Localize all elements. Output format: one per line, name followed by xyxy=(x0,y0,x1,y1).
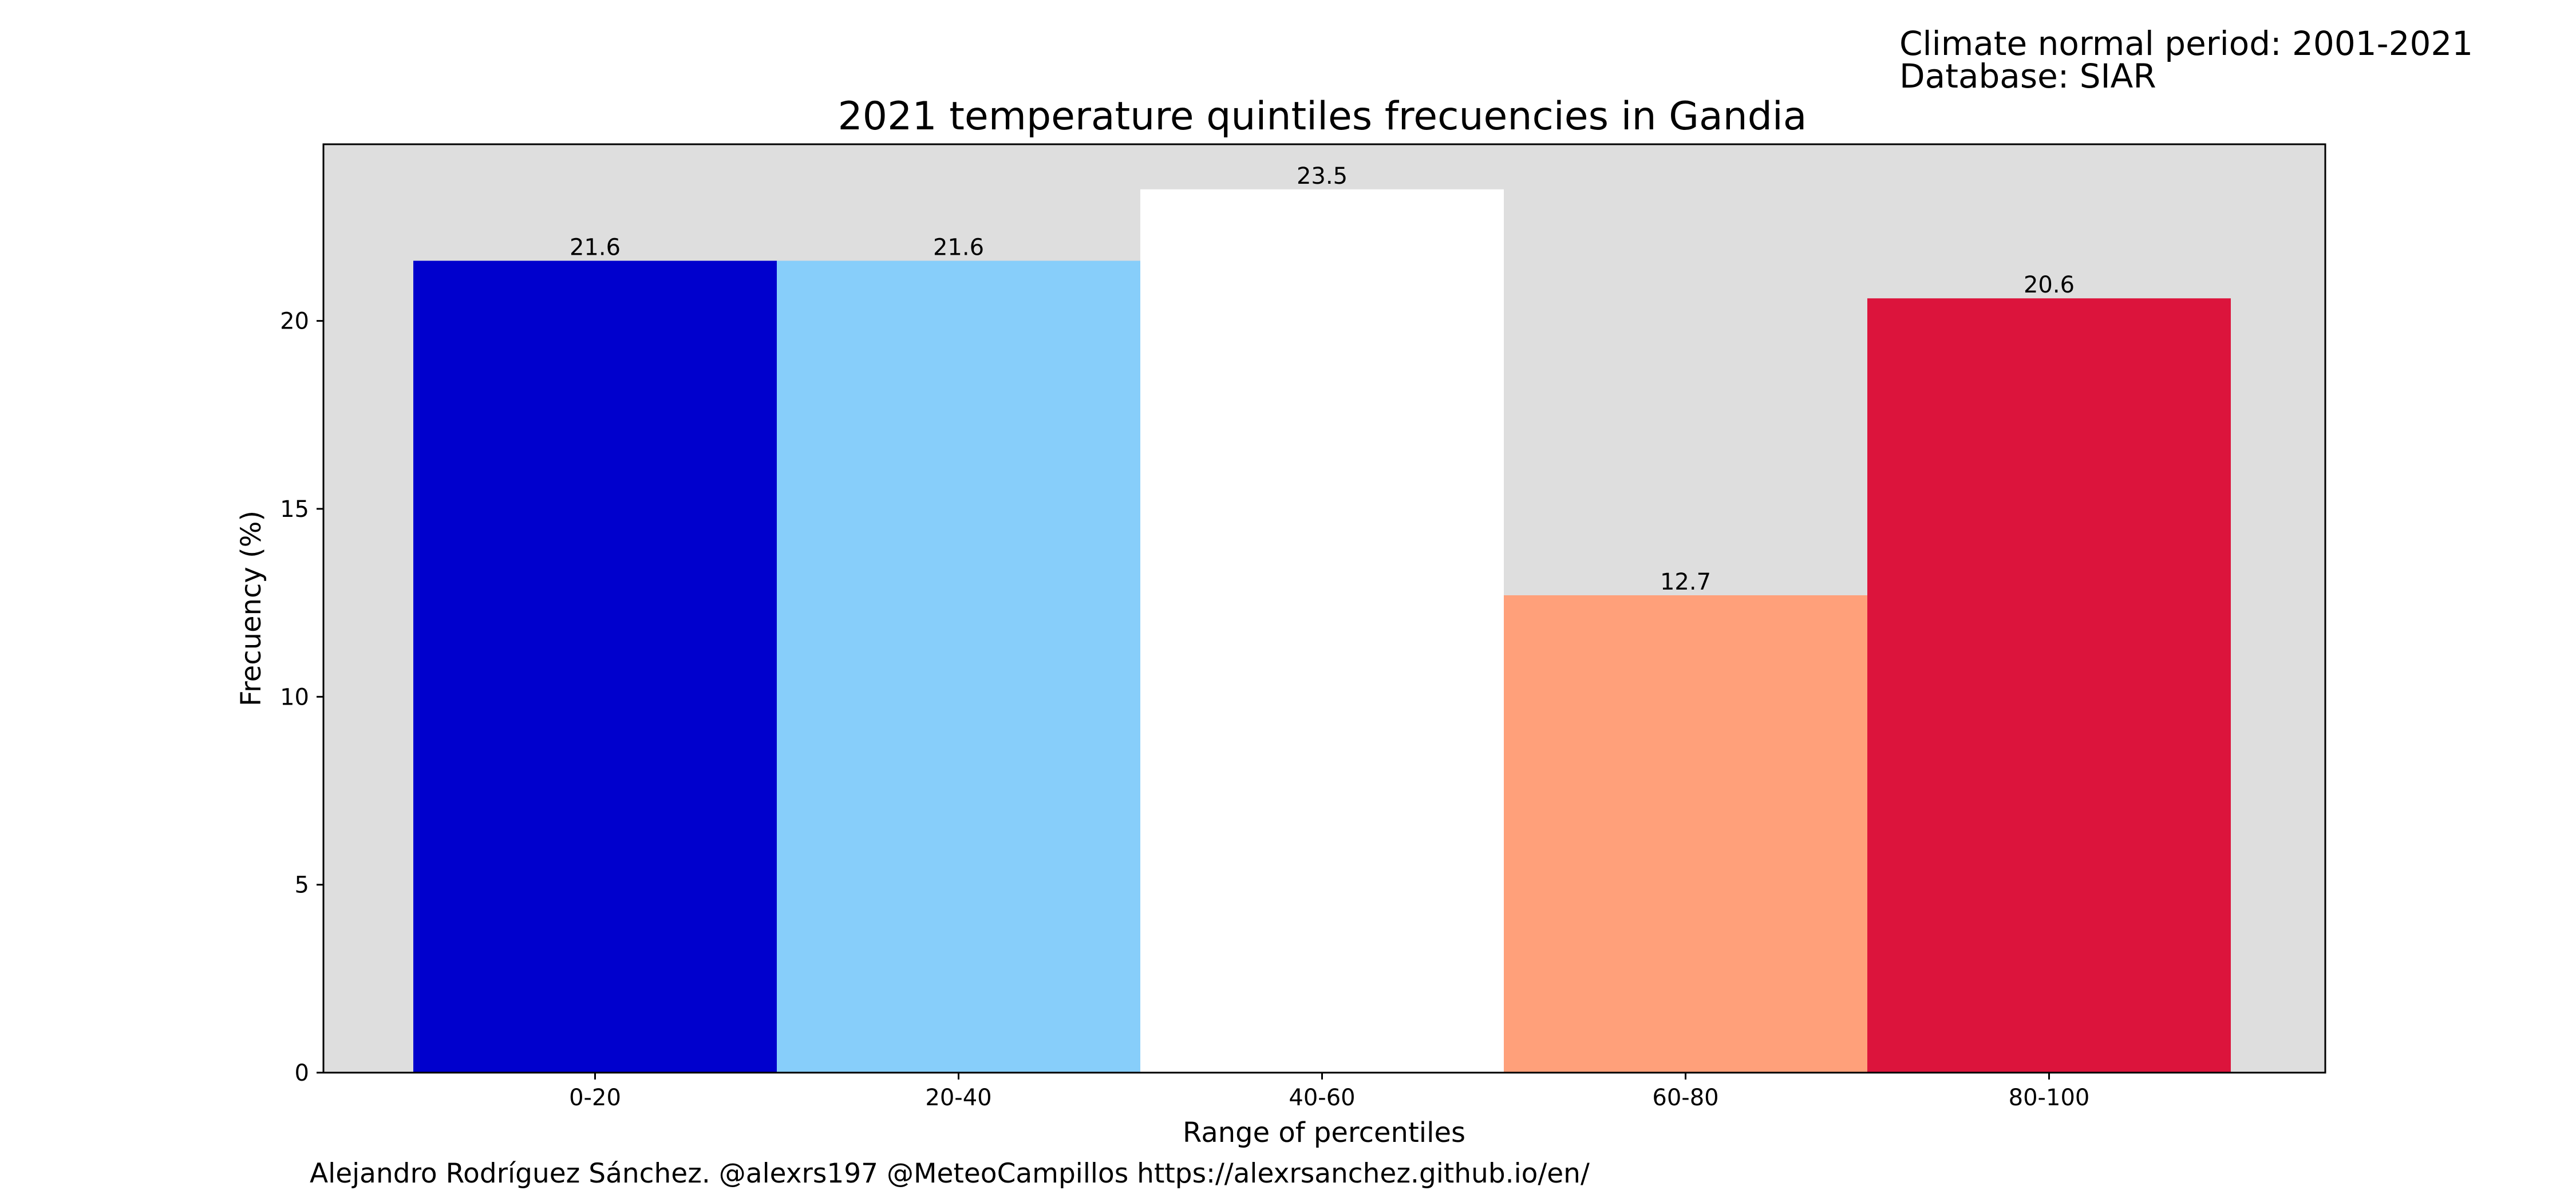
bar-value-label: 20.6 xyxy=(2024,272,2075,298)
y-tick-label: 5 xyxy=(295,872,309,899)
bar-value-label: 21.6 xyxy=(933,235,984,261)
database-text: Database: SIAR xyxy=(1899,57,2156,96)
y-tick-label: 15 xyxy=(280,496,309,523)
x-axis-label: Range of percentiles xyxy=(1183,1117,1465,1149)
climate-period-text: Climate normal period: 2001-2021 xyxy=(1899,24,2473,63)
y-tick-label: 0 xyxy=(295,1060,309,1086)
bar-60-80 xyxy=(1504,595,1867,1073)
x-tick-label: 0-20 xyxy=(569,1085,621,1111)
bar-80-100 xyxy=(1867,298,2231,1073)
x-axis: 0-20 20-40 40-60 60-80 80-100 xyxy=(569,1073,2089,1111)
x-tick-label: 80-100 xyxy=(2009,1085,2090,1111)
y-axis: 0 5 10 15 20 xyxy=(280,309,323,1086)
bars-group xyxy=(413,189,2231,1073)
bar-value-label: 23.5 xyxy=(1297,163,1348,189)
x-tick-label: 40-60 xyxy=(1289,1085,1355,1111)
bar-40-60 xyxy=(1140,189,1504,1073)
bar-value-label: 21.6 xyxy=(570,235,621,261)
y-tick-label: 10 xyxy=(280,684,309,710)
plot-frame xyxy=(322,143,2326,1074)
bar-20-40 xyxy=(777,260,1140,1073)
chart-title: 2021 temperature quintiles frecuencies i… xyxy=(838,94,1807,139)
credits-text: Alejandro Rodríguez Sánchez. @alexrs197 … xyxy=(310,1158,1590,1189)
y-tick-label: 20 xyxy=(280,309,309,335)
x-tick-label: 20-40 xyxy=(925,1085,991,1111)
x-tick-label: 60-80 xyxy=(1652,1085,1718,1111)
bar-0-20 xyxy=(413,260,777,1073)
y-axis-label: Frecuency (%) xyxy=(235,511,267,706)
bar-labels-group: 21.6 21.6 23.5 12.7 20.6 xyxy=(570,163,2075,595)
bar-value-label: 12.7 xyxy=(1660,569,1711,595)
